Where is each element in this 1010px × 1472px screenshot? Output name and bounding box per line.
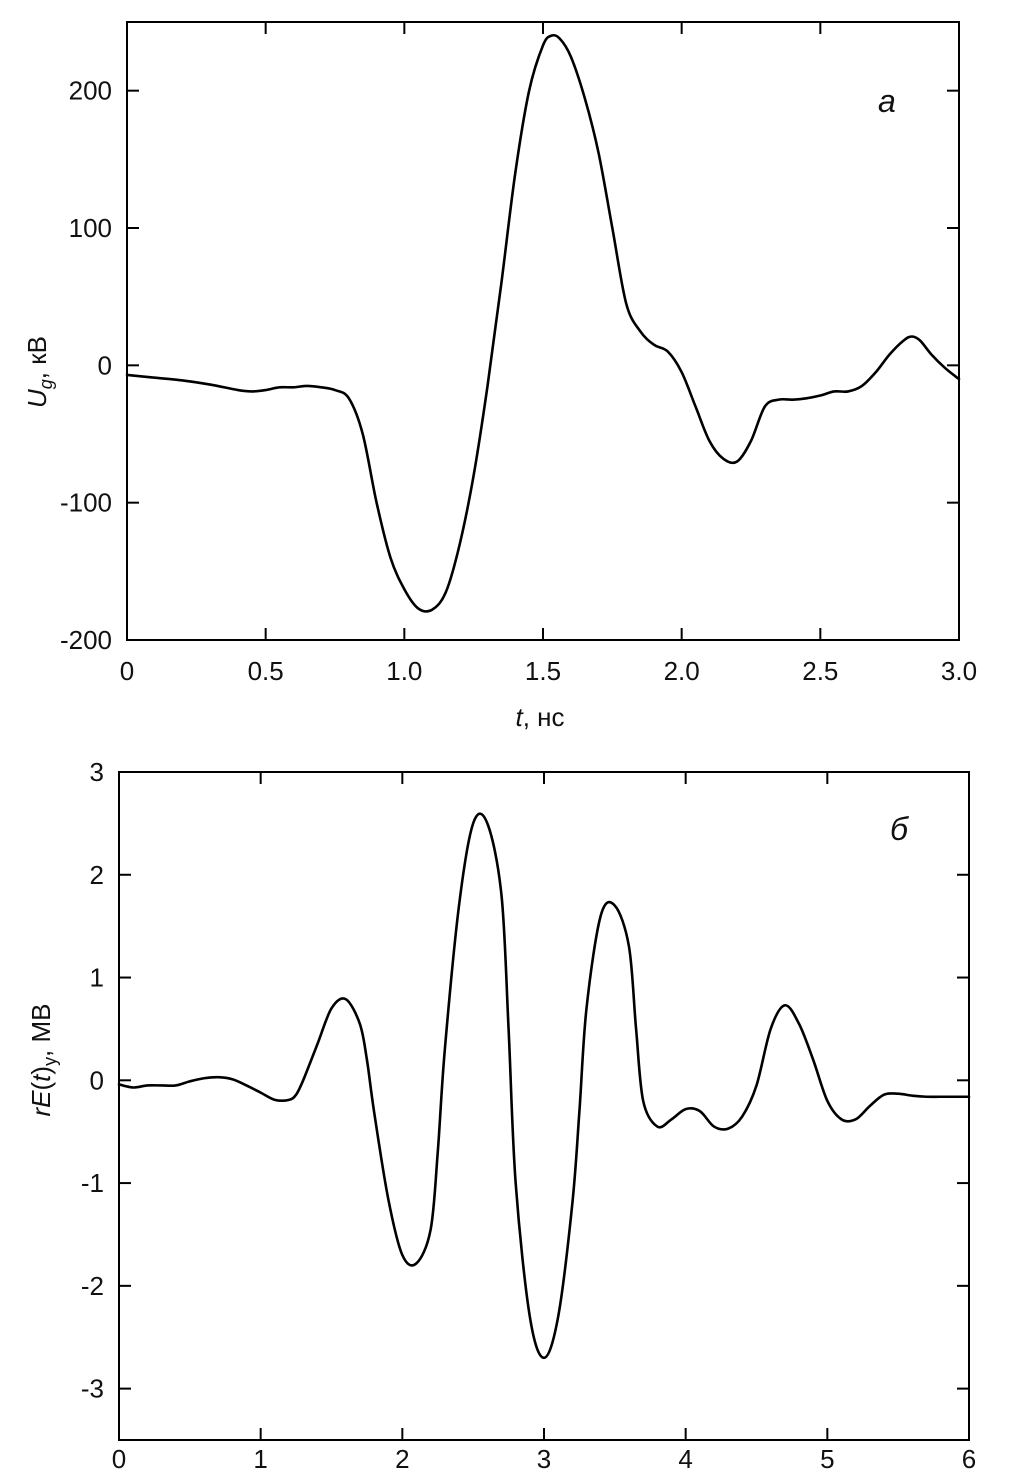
panel-b-chart: 0 1 2 3 4 5 6 -3 -2 -1 0 1 2 3 б rE(t)y, МВ [26, 757, 976, 1472]
panel-b-y-label-r: r [26, 1107, 56, 1117]
panel-a-y-axis-label: Ug, кВ [22, 336, 56, 408]
panel-a-x-tick-label: 1.5 [525, 656, 561, 686]
panel-a-x-tick-label: 1.0 [386, 656, 422, 686]
panel-a-x-tick-label: 2.5 [802, 656, 838, 686]
panel-a-x-label-unit: , нс [523, 702, 565, 732]
panel-b-y-label-subscript: y [40, 1057, 60, 1066]
panel-a-x-axis-label: t, нс [515, 702, 564, 732]
panel-a-x-label-t: t [515, 702, 524, 732]
panel-b-y-tick-label: -3 [81, 1374, 104, 1404]
panel-a-y-tick-label: 100 [69, 213, 112, 243]
panel-b-x-tick-label: 0 [112, 1444, 126, 1472]
panel-b-y-label-t: t [26, 1073, 56, 1082]
panel-a-y-label-unit: , кВ [22, 336, 52, 379]
panel-b-y-tick-label: 2 [90, 860, 104, 890]
panel-a-y-tick-label: -100 [60, 488, 112, 518]
panel-b-y-tick-label: 0 [90, 1065, 104, 1095]
panel-b-y-label-paren-open: ( [26, 1082, 56, 1091]
panel-a-letter: а [878, 83, 896, 119]
panel-b-y-ticks: -3 -2 -1 0 1 2 3 [81, 757, 969, 1404]
panel-a-x-ticks: 0 0.5 1.0 1.5 2.0 2.5 3.0 [120, 22, 977, 686]
panel-a-x-tick-label: 0 [120, 656, 134, 686]
panel-a-y-label-u: U [22, 389, 52, 408]
panel-b-y-label-paren-close: ) [26, 1066, 56, 1075]
panel-a-y-tick-label: 0 [98, 350, 112, 380]
panel-b-x-tick-label: 3 [537, 1444, 551, 1472]
panel-b-y-label-e: E [26, 1090, 56, 1108]
panel-b-y-tick-label: 1 [90, 963, 104, 993]
panel-b-x-tick-label: 5 [820, 1444, 834, 1472]
panel-a-x-tick-label: 3.0 [941, 656, 977, 686]
panel-a-x-tick-label: 0.5 [248, 656, 284, 686]
panel-b-y-axis-label: rE(t)y, МВ [26, 1003, 60, 1116]
panel-a-y-tick-label: -200 [60, 625, 112, 655]
panel-a-series-line [125, 33, 961, 613]
panel-a-plot-frame [126, 21, 960, 641]
panel-a-x-tick-label: 2.0 [664, 656, 700, 686]
panel-a-chart: 0 0.5 1.0 1.5 2.0 2.5 3.0 -200 -100 0 100 200 а t,… [22, 21, 977, 732]
panel-b-y-tick-label: -1 [81, 1168, 104, 1198]
panel-b-x-tick-label: 1 [253, 1444, 267, 1472]
panel-b-y-tick-label: -2 [81, 1271, 104, 1301]
panel-b-x-tick-label: 2 [395, 1444, 409, 1472]
panel-b-series-line [117, 812, 971, 1360]
panel-a-y-ticks: -200 -100 0 100 200 [60, 76, 959, 655]
panel-b-x-ticks: 0 1 2 3 4 5 6 [112, 772, 976, 1472]
panel-b-x-tick-label: 4 [678, 1444, 692, 1472]
panel-a-y-tick-label: 200 [69, 76, 112, 106]
panel-b-y-tick-label: 3 [90, 757, 104, 787]
panel-b-y-label-unit: , МВ [26, 1003, 56, 1056]
panel-a-y-label-subscript: g [36, 379, 56, 389]
panel-b-x-tick-label: 6 [962, 1444, 976, 1472]
panel-b-plot-frame [118, 771, 970, 1441]
panel-b-letter: б [890, 811, 909, 847]
